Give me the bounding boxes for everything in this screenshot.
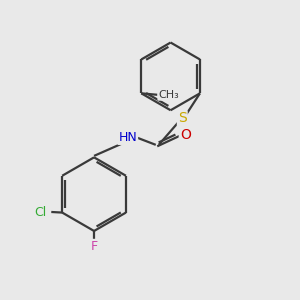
Text: HN: HN (118, 131, 137, 144)
Text: CH₃: CH₃ (158, 90, 179, 100)
Text: F: F (91, 240, 98, 253)
Text: S: S (178, 111, 187, 125)
Text: Cl: Cl (34, 206, 47, 219)
Text: O: O (180, 128, 191, 142)
